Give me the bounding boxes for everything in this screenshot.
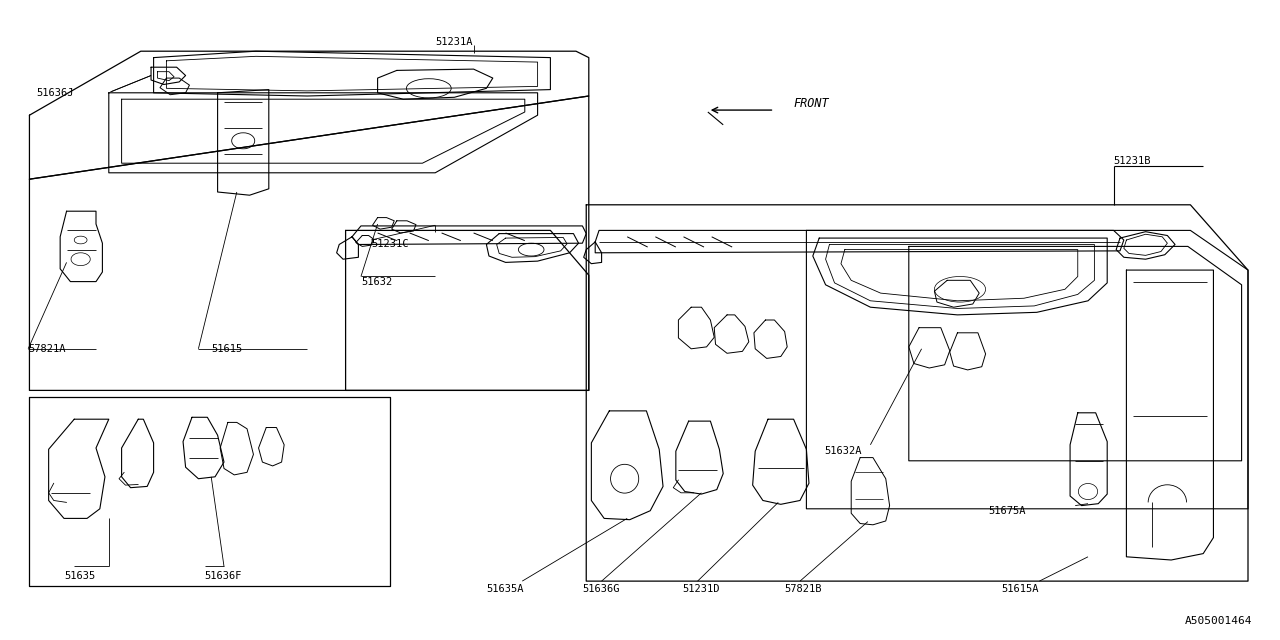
Text: 51632A: 51632A (824, 445, 861, 456)
Text: 57821B: 57821B (785, 584, 822, 594)
Text: 51615: 51615 (211, 344, 242, 354)
Text: 51636G: 51636G (582, 584, 620, 594)
Text: 51636F: 51636F (205, 571, 242, 581)
Text: 51231D: 51231D (682, 584, 719, 594)
Text: 51635: 51635 (64, 571, 95, 581)
Text: 51635A: 51635A (486, 584, 524, 594)
Text: FRONT: FRONT (794, 97, 829, 110)
Text: A505001464: A505001464 (1184, 616, 1252, 626)
Text: 51231A: 51231A (435, 36, 472, 47)
Text: 51615A: 51615A (1001, 584, 1038, 594)
Text: 57821A: 57821A (28, 344, 65, 354)
Text: 51231B: 51231B (1114, 156, 1151, 166)
Text: 51231C: 51231C (371, 239, 408, 250)
Text: 51675A: 51675A (988, 506, 1025, 516)
Text: 51636J: 51636J (36, 88, 73, 98)
Text: 51632: 51632 (361, 276, 392, 287)
